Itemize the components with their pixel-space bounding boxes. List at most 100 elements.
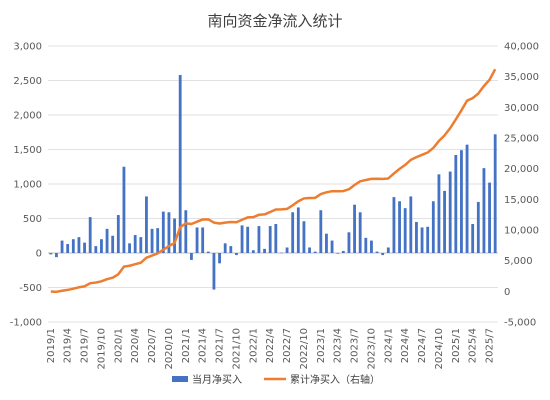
bar-2019/5 — [71, 239, 75, 253]
x-tick-label: 2022/1 — [248, 328, 259, 363]
x-tick-label: 2024/1 — [383, 328, 394, 363]
x-tick-label: 2023/4 — [333, 328, 344, 363]
x-tick-label: 2021/7 — [215, 328, 226, 363]
gridlines — [48, 45, 498, 323]
bar-2024/9 — [431, 201, 435, 253]
bar-2024/7 — [420, 227, 424, 253]
x-tick-label: 2021/4 — [198, 328, 209, 363]
bar-2025/6 — [482, 168, 486, 253]
left-tick-label: 1,000 — [13, 180, 42, 191]
bar-2022/1 — [251, 250, 255, 253]
bar-2020/1 — [116, 215, 120, 253]
bar-2023/1 — [319, 210, 323, 253]
bar-2024/3 — [398, 201, 401, 253]
x-tick-label: 2025/1 — [451, 328, 462, 363]
bar-2020/3 — [128, 243, 131, 253]
left-tick-label: 1,500 — [13, 145, 42, 156]
left-tick-label: 500 — [23, 214, 42, 225]
right-tick-label: -5,000 — [504, 318, 536, 329]
bar-2019/7 — [83, 242, 86, 253]
bar-2022/10 — [302, 221, 306, 253]
bar-2024/8 — [426, 226, 430, 253]
bar-2024/11 — [443, 190, 446, 253]
right-tick-label: 25,000 — [504, 134, 539, 145]
bar-series-monthly — [49, 74, 497, 290]
bar-2021/5 — [206, 251, 210, 253]
bar-2020/8 — [156, 228, 160, 253]
x-tick-label: 2021/1 — [181, 328, 192, 363]
bar-2020/12 — [178, 74, 182, 253]
bar-2019/9 — [94, 246, 98, 253]
bar-2020/10 — [167, 212, 171, 253]
bar-2022/2 — [257, 226, 261, 253]
bar-2021/3 — [195, 227, 199, 253]
bar-2023/8 — [358, 212, 362, 253]
bar-2023/4 — [336, 253, 340, 254]
bar-2020/11 — [173, 218, 176, 253]
bar-2024/2 — [392, 197, 396, 253]
x-tick-label: 2022/10 — [299, 328, 310, 370]
legend-label-bar: 当月净买入 — [192, 373, 242, 386]
bar-2024/1 — [386, 247, 390, 253]
x-tick-label: 2020/4 — [130, 328, 141, 363]
bar-2023/7 — [353, 204, 356, 253]
bar-2019/3 — [60, 240, 64, 253]
right-tick-label: 0 — [504, 287, 510, 298]
bar-2024/6 — [415, 221, 418, 253]
x-tick-label: 2023/10 — [366, 328, 377, 370]
x-tick-label: 2023/7 — [350, 328, 361, 363]
bar-2019/2 — [55, 253, 58, 258]
bar-2024/4 — [403, 208, 407, 253]
bar-2021/6 — [212, 253, 216, 290]
bar-2022/7 — [285, 247, 289, 253]
bar-2021/2 — [190, 253, 193, 260]
right-tick-label: 30,000 — [504, 103, 539, 114]
bar-2021/10 — [235, 253, 238, 256]
right-tick-label: 40,000 — [504, 42, 539, 53]
bar-2023/12 — [381, 253, 385, 256]
bar-2021/11 — [240, 225, 244, 253]
bar-2025/2 — [460, 150, 463, 253]
bar-2023/10 — [370, 240, 373, 253]
bar-2024/12 — [448, 171, 452, 253]
bar-2020/4 — [133, 235, 137, 253]
x-tick-label: 2023/1 — [316, 328, 327, 363]
bar-2023/3 — [330, 240, 334, 253]
x-tick-label: 2020/7 — [147, 328, 158, 363]
right-tick-label: 15,000 — [504, 195, 539, 206]
bar-2019/4 — [66, 244, 70, 253]
left-tick-label: 2,000 — [13, 111, 42, 122]
bar-2025/8 — [493, 134, 497, 253]
bar-2022/8 — [291, 212, 295, 253]
x-tick-label: 2019/4 — [63, 328, 74, 363]
right-tick-label: 35,000 — [504, 72, 539, 83]
bar-2025/3 — [465, 144, 469, 253]
x-axis-ticks: 2019/1 2019/4 2019/7 2019/10 2020/1 2020/4 202… — [46, 328, 496, 370]
legend: 当月净买入 累计净买入（右轴） — [172, 373, 380, 386]
bar-2021/8 — [223, 243, 227, 253]
bar-2022/12 — [313, 251, 317, 253]
x-tick-label: 2021/10 — [231, 328, 242, 370]
left-tick-label: 0 — [36, 249, 42, 260]
bar-2019/6 — [77, 237, 81, 253]
bar-2022/4 — [268, 226, 272, 253]
x-tick-label: 2024/4 — [400, 328, 411, 363]
bar-2025/7 — [488, 182, 491, 253]
bar-2020/7 — [150, 228, 154, 253]
bar-2023/11 — [375, 251, 379, 253]
bar-2020/2 — [122, 166, 126, 253]
bar-2023/2 — [325, 233, 328, 253]
right-tick-label: 5,000 — [504, 256, 533, 267]
x-tick-label: 2022/7 — [282, 328, 293, 363]
bar-2022/11 — [308, 247, 311, 253]
x-tick-label: 2019/7 — [80, 328, 91, 363]
bar-2025/4 — [471, 224, 475, 253]
left-tick-label: 2,500 — [13, 76, 42, 87]
bar-2021/9 — [229, 246, 233, 253]
x-tick-label: 2020/1 — [113, 328, 124, 363]
bar-2022/9 — [296, 207, 300, 253]
bar-2019/11 — [105, 228, 109, 253]
bar-2021/12 — [246, 226, 250, 253]
bar-2025/5 — [476, 201, 480, 253]
